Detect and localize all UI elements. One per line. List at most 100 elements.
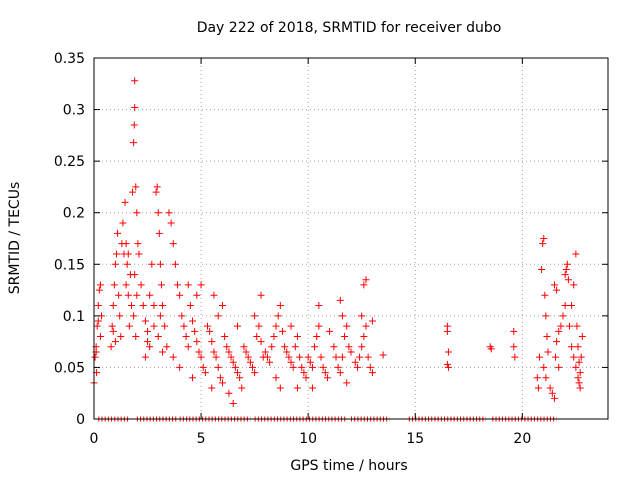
data-point [131,104,139,112]
x-tick-label: 0 [90,431,99,447]
data-point [146,291,154,299]
data-point [541,291,549,299]
data-point [289,363,297,371]
data-point [444,348,452,356]
x-tick-label: 10 [299,431,317,447]
data-point [257,338,265,346]
data-point [186,302,194,310]
data-point [544,348,552,356]
data-point [575,379,583,387]
data-point [95,286,103,294]
data-point [358,312,366,320]
data-point [176,291,184,299]
data-point [319,363,327,371]
data-point [272,374,280,382]
data-point [206,327,214,335]
data-point [278,327,286,335]
plot-frame [93,57,609,420]
data-point [300,369,308,377]
data-point [341,332,349,340]
data-point [543,332,551,340]
data-point [443,360,451,368]
data-point [242,348,250,356]
data-point [124,291,132,299]
data-point [573,322,581,330]
data-point [193,291,201,299]
data-point [368,317,376,325]
x-tick-label: 20 [513,431,531,447]
data-point [199,363,207,371]
data-point [208,338,216,346]
data-point [539,240,547,248]
data-point [174,281,182,289]
data-point [123,260,131,268]
data-point [119,219,127,227]
data-point [223,343,231,351]
data-point [191,327,199,335]
data-point [576,384,584,392]
data-point [338,353,346,361]
data-point [108,322,116,330]
data-point [244,353,252,361]
data-point [535,353,543,361]
data-point [561,271,569,279]
y-tick-label: 0.15 [54,257,85,273]
y-tick-label: 0.25 [54,154,85,170]
data-point [338,312,346,320]
data-point [366,363,374,371]
data-point [326,327,334,335]
data-point [368,369,376,377]
data-point [298,363,306,371]
data-point [510,327,518,335]
data-point [276,302,284,310]
data-point [236,374,244,382]
y-tick-labels: 0 0.05 0.1 0.15 0.2 0.25 0.3 0.35 [54,51,85,428]
data-point [251,369,259,377]
data-point [336,369,344,377]
data-point [91,353,99,361]
data-point [129,188,137,196]
data-point [216,374,224,382]
data-point [550,281,558,289]
data-point [565,322,573,330]
data-point [564,276,572,284]
data-point [360,281,368,289]
data-point [165,209,173,217]
data-point [141,317,149,325]
data-point [155,229,163,237]
data-point [169,353,177,361]
data-point [233,369,241,377]
data-point [308,363,316,371]
data-point [130,139,138,147]
data-point [552,353,560,361]
data-point [362,322,370,330]
data-point [110,281,118,289]
x-tick-labels: 0 5 10 15 20 [90,431,532,447]
data-point [304,353,312,361]
grid-lines [94,58,608,419]
data-point [561,302,569,310]
data-point [193,338,201,346]
data-point [287,322,295,330]
data-point [542,374,550,382]
data-point [574,343,582,351]
data-point [112,250,120,258]
data-point [321,369,329,377]
data-point [133,209,141,217]
data-point [184,281,192,289]
data-point [141,353,149,361]
data-point [212,353,220,361]
data-point [255,322,263,330]
data-point [107,343,115,351]
data-point [176,363,184,371]
data-point [356,353,364,361]
data-point [540,235,548,242]
data-point [362,276,370,284]
data-point [180,322,188,330]
data-point [577,353,585,361]
data-point [550,394,558,402]
data-point [261,348,269,356]
data-point [229,358,237,366]
data-point [511,353,519,361]
